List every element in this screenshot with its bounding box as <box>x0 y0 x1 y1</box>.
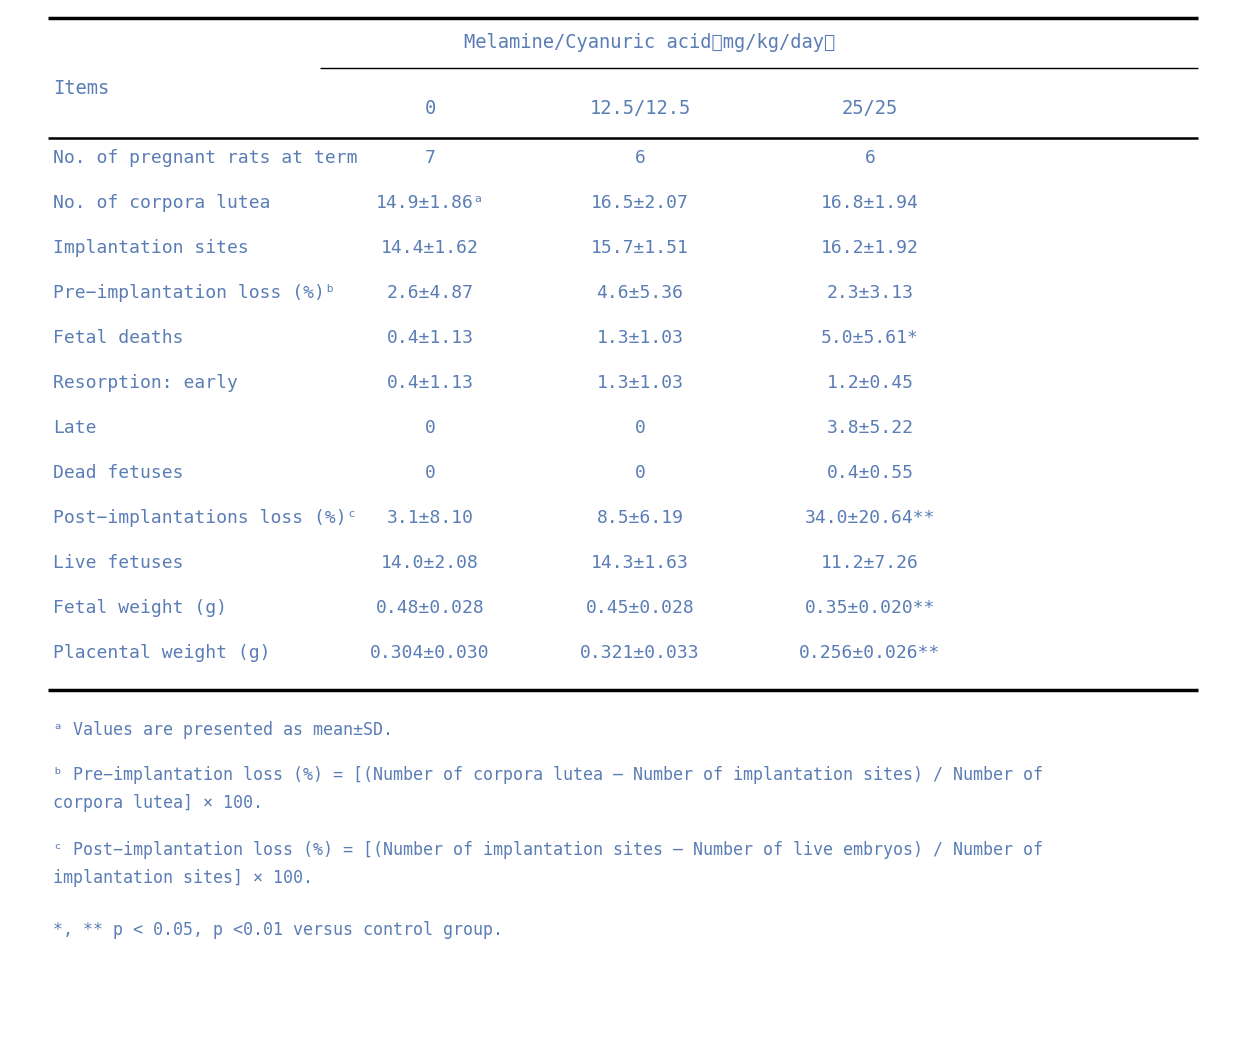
Text: 0.4±1.13: 0.4±1.13 <box>386 329 473 347</box>
Text: 6: 6 <box>634 149 645 167</box>
Text: Items: Items <box>54 78 110 97</box>
Text: 0: 0 <box>425 464 435 482</box>
Text: ᵇ Pre−implantation loss (%) = [(Number of corpora lutea – Number of implantation: ᵇ Pre−implantation loss (%) = [(Number o… <box>54 766 1043 784</box>
Text: 7: 7 <box>425 149 435 167</box>
Text: 14.4±1.62: 14.4±1.62 <box>381 239 478 257</box>
Text: 0.321±0.033: 0.321±0.033 <box>581 644 700 662</box>
Text: implantation sites] × 100.: implantation sites] × 100. <box>54 869 313 887</box>
Text: Fetal deaths: Fetal deaths <box>54 329 183 347</box>
Text: 16.2±1.92: 16.2±1.92 <box>821 239 920 257</box>
Text: 3.8±5.22: 3.8±5.22 <box>826 419 913 437</box>
Text: 14.0±2.08: 14.0±2.08 <box>381 554 478 572</box>
Text: 0: 0 <box>634 419 645 437</box>
Text: 0.4±0.55: 0.4±0.55 <box>826 464 913 482</box>
Text: 0.256±0.026**: 0.256±0.026** <box>800 644 941 662</box>
Text: 1.3±1.03: 1.3±1.03 <box>597 329 684 347</box>
Text: Implantation sites: Implantation sites <box>54 239 249 257</box>
Text: Dead fetuses: Dead fetuses <box>54 464 183 482</box>
Text: 5.0±5.61*: 5.0±5.61* <box>821 329 920 347</box>
Text: 0: 0 <box>634 464 645 482</box>
Text: 2.3±3.13: 2.3±3.13 <box>826 284 913 302</box>
Text: 16.8±1.94: 16.8±1.94 <box>821 194 920 212</box>
Text: 0.304±0.030: 0.304±0.030 <box>370 644 490 662</box>
Text: 14.3±1.63: 14.3±1.63 <box>591 554 689 572</box>
Text: 6: 6 <box>865 149 876 167</box>
Text: Late: Late <box>54 419 96 437</box>
Text: Resorption: early: Resorption: early <box>54 373 238 393</box>
Text: 1.3±1.03: 1.3±1.03 <box>597 373 684 393</box>
Text: 12.5/12.5: 12.5/12.5 <box>589 98 690 117</box>
Text: Post−implantations loss (%)ᶜ: Post−implantations loss (%)ᶜ <box>54 509 358 527</box>
Text: 3.1±8.10: 3.1±8.10 <box>386 509 473 527</box>
Text: Melamine/Cyanuric acid（mg/kg/day）: Melamine/Cyanuric acid（mg/kg/day） <box>465 33 836 52</box>
Text: 0.35±0.020**: 0.35±0.020** <box>805 599 936 617</box>
Text: 0: 0 <box>425 419 435 437</box>
Text: ᵃ Values are presented as mean±SD.: ᵃ Values are presented as mean±SD. <box>54 720 392 738</box>
Text: 15.7±1.51: 15.7±1.51 <box>591 239 689 257</box>
Text: 0.4±1.13: 0.4±1.13 <box>386 373 473 393</box>
Text: 16.5±2.07: 16.5±2.07 <box>591 194 689 212</box>
Text: Placental weight (g): Placental weight (g) <box>54 644 270 662</box>
Text: 11.2±7.26: 11.2±7.26 <box>821 554 920 572</box>
Text: 1.2±0.45: 1.2±0.45 <box>826 373 913 393</box>
Text: 14.9±1.86ᵃ: 14.9±1.86ᵃ <box>375 194 485 212</box>
Text: 8.5±6.19: 8.5±6.19 <box>597 509 684 527</box>
Text: 0.45±0.028: 0.45±0.028 <box>586 599 694 617</box>
Text: Live fetuses: Live fetuses <box>54 554 183 572</box>
Text: ᶜ Post−implantation loss (%) = [(Number of implantation sites – Number of live e: ᶜ Post−implantation loss (%) = [(Number … <box>54 841 1043 859</box>
Text: 34.0±20.64**: 34.0±20.64** <box>805 509 936 527</box>
Text: Pre−implantation loss (%)ᵇ: Pre−implantation loss (%)ᵇ <box>54 284 335 302</box>
Text: No. of corpora lutea: No. of corpora lutea <box>54 194 270 212</box>
Text: *, ** p < 0.05, p <0.01 versus control group.: *, ** p < 0.05, p <0.01 versus control g… <box>54 922 503 940</box>
Text: 0: 0 <box>425 98 436 117</box>
Text: 2.6±4.87: 2.6±4.87 <box>386 284 473 302</box>
Text: corpora lutea] × 100.: corpora lutea] × 100. <box>54 794 263 811</box>
Text: 0.48±0.028: 0.48±0.028 <box>375 599 485 617</box>
Text: 25/25: 25/25 <box>842 98 898 117</box>
Text: Fetal weight (g): Fetal weight (g) <box>54 599 227 617</box>
Text: 4.6±5.36: 4.6±5.36 <box>597 284 684 302</box>
Text: No. of pregnant rats at term: No. of pregnant rats at term <box>54 149 358 167</box>
